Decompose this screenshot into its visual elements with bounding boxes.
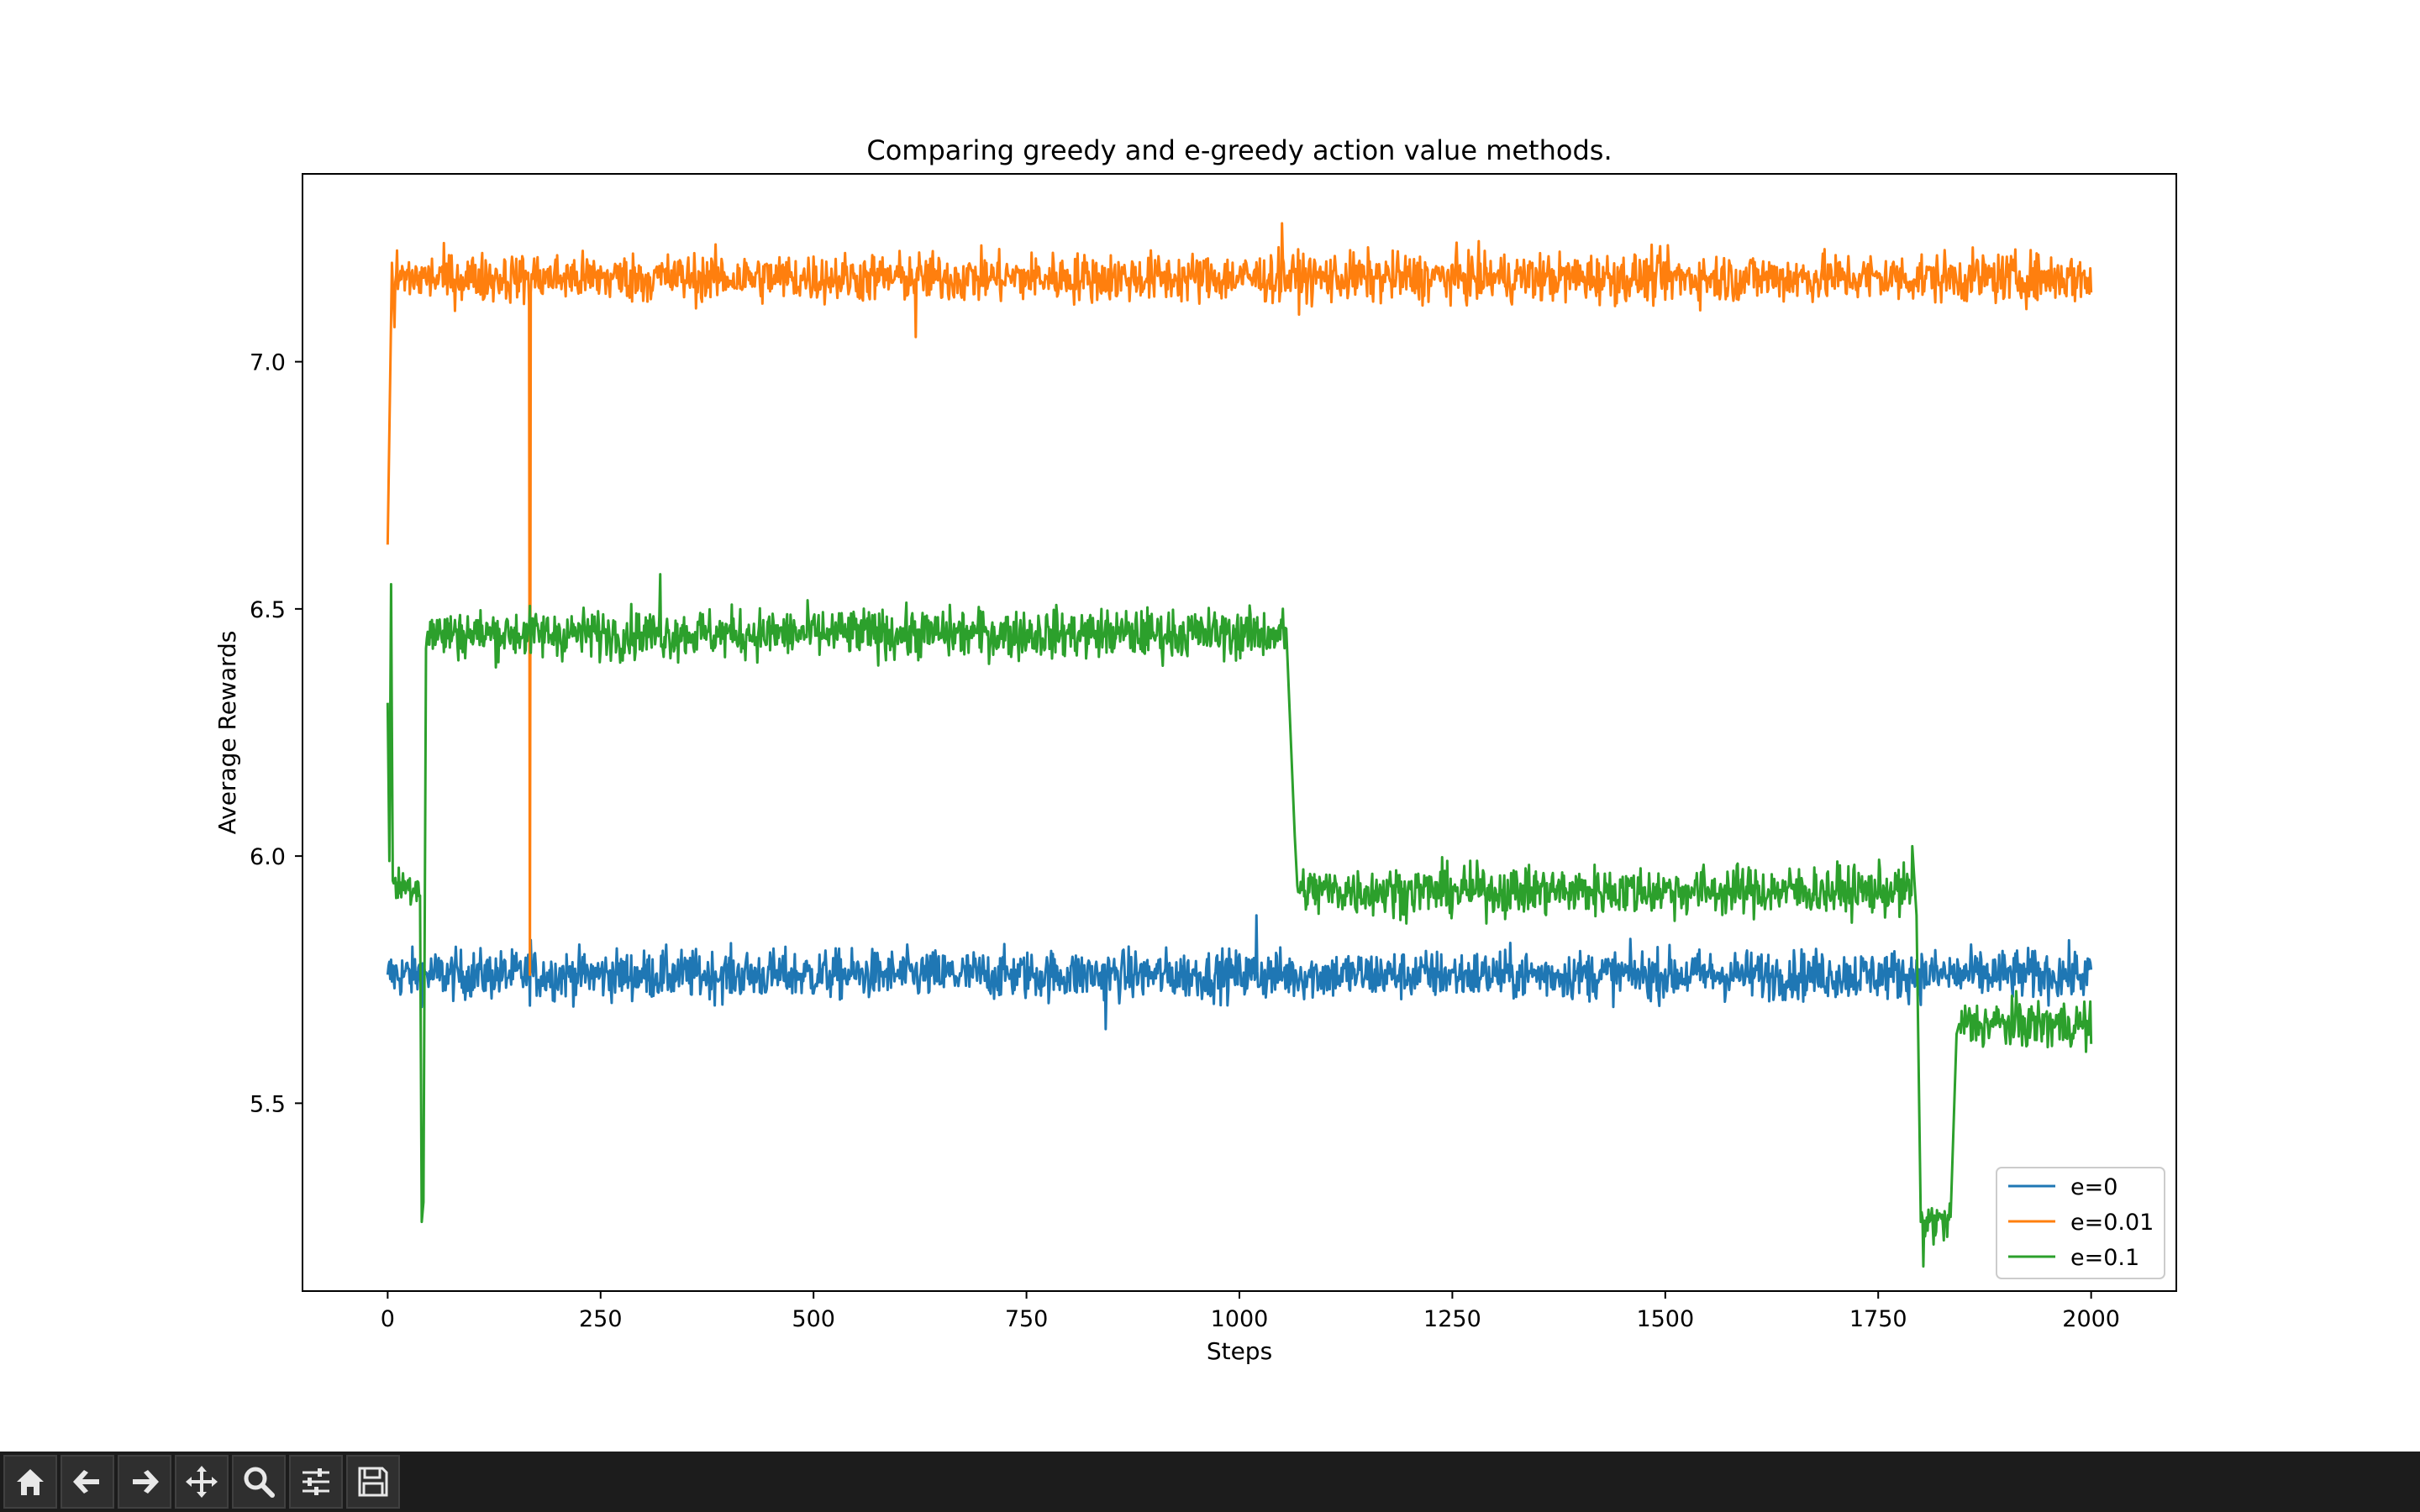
zoom-magnifier-icon (244, 1467, 275, 1498)
plot-area-frame (302, 173, 2177, 1292)
series-line-1 (386, 222, 2093, 976)
back-button[interactable] (60, 1455, 114, 1509)
forward-arrow-icon (133, 1470, 159, 1494)
save-floppy-icon (358, 1467, 388, 1497)
home-button[interactable] (3, 1455, 57, 1509)
pan-button[interactable] (175, 1455, 229, 1509)
y-tick-label: 7.0 (250, 350, 286, 376)
figure-canvas: Comparing greedy and e-greedy action val… (213, 134, 2177, 1365)
x-tick-label: 1250 (1423, 1306, 1481, 1332)
x-tick-label: 2000 (2062, 1306, 2120, 1332)
y-tick-label: 6.5 (250, 597, 286, 623)
series-line-0 (386, 914, 2093, 1031)
forward-button[interactable] (118, 1455, 171, 1509)
x-tick-label: 750 (1005, 1306, 1049, 1332)
legend-box (1996, 1167, 2165, 1279)
chart-title: Comparing greedy and e-greedy action val… (866, 134, 1612, 166)
y-axis-label: Average Rewards (213, 631, 241, 835)
x-tick-label: 1750 (1849, 1306, 1907, 1332)
line-chart: Comparing greedy and e-greedy action val… (213, 134, 2177, 1365)
home-icon (17, 1469, 44, 1495)
legend-label-1: e=0.01 (2070, 1210, 2154, 1236)
x-tick-label: 0 (381, 1306, 395, 1332)
legend: e=0 e=0.01 e=0.1 (1996, 1167, 2165, 1279)
x-tick-label: 500 (792, 1306, 835, 1332)
y-tick-label: 5.5 (250, 1091, 286, 1117)
configure-subplots-button[interactable] (289, 1455, 343, 1509)
zoom-button[interactable] (232, 1455, 286, 1509)
x-tick-label: 1000 (1211, 1306, 1269, 1332)
save-button[interactable] (346, 1455, 400, 1509)
x-tick-label: 1500 (1636, 1306, 1694, 1332)
back-arrow-icon (73, 1470, 99, 1494)
plot-toolbar (0, 1452, 2420, 1512)
x-axis-label: Steps (1207, 1337, 1272, 1365)
series-line-2 (386, 573, 2093, 1268)
pan-move-icon (186, 1466, 218, 1498)
y-tick-label: 6.0 (250, 844, 286, 870)
legend-label-0: e=0 (2070, 1174, 2118, 1200)
legend-label-2: e=0.1 (2070, 1245, 2139, 1271)
series-lines (386, 222, 2093, 1268)
sliders-configure-icon (302, 1468, 329, 1495)
x-tick-label: 250 (579, 1306, 623, 1332)
axis-ticks: 0 250 500 750 1000 1250 1500 1750 2000 5.5 6.0 6.5 7… (250, 350, 2120, 1332)
